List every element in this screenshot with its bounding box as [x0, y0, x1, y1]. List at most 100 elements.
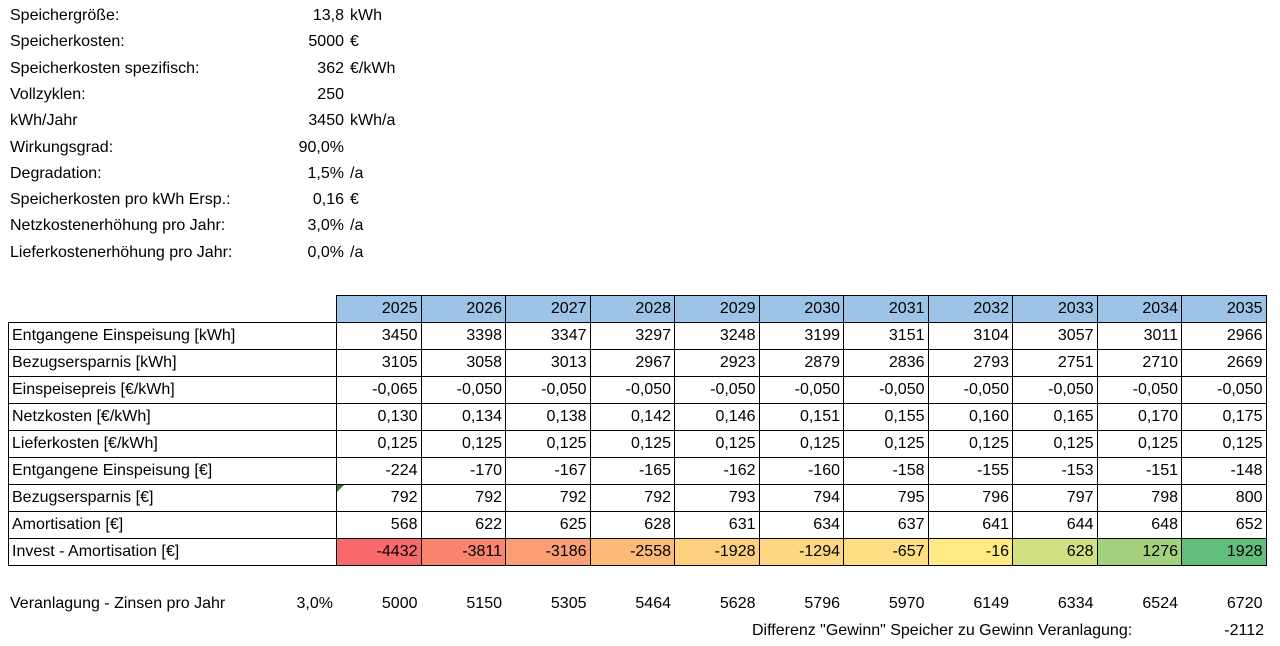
- table-cell: -2558: [589, 538, 675, 566]
- table-cell: 795: [843, 484, 929, 512]
- table-cell: 0,130: [336, 403, 422, 431]
- table-cell: 568: [336, 511, 422, 539]
- parameter-value: 1,5%: [307, 164, 344, 182]
- table-cell: 2751: [1012, 349, 1098, 377]
- row-label: Entgangene Einspeisung [€]: [8, 457, 337, 485]
- table-cell: 0,165: [1012, 403, 1098, 431]
- table-row: Amortisation [€] 568 622 625 628 631 634 637 641…: [8, 511, 1267, 539]
- table-cell: 644: [1012, 511, 1098, 539]
- parameter-unit: /a: [350, 243, 364, 261]
- table-cell: 628: [589, 511, 675, 539]
- cell-comment-marker: [337, 485, 344, 492]
- table-cell: 2967: [589, 349, 675, 377]
- parameter-value: 0,16: [312, 191, 344, 209]
- table-cell: 0,125: [843, 430, 929, 458]
- year-header: 2035: [1181, 295, 1267, 323]
- table-row: Lieferkosten [€/kWh] 0,125 0,125 0,125 0,125…: [8, 430, 1267, 458]
- year-header: 2028: [589, 295, 675, 323]
- table-cell: -160: [758, 457, 844, 485]
- table-cell: -165: [589, 457, 675, 485]
- table-cell: 797: [1012, 484, 1098, 512]
- year-header: 2034: [1096, 295, 1182, 323]
- row-label: Bezugsersparnis [kWh]: [8, 349, 337, 377]
- table-cell: 792: [420, 484, 506, 512]
- table-cell: 3057: [1012, 322, 1098, 350]
- year-header: 2032: [927, 295, 1013, 323]
- table-cell: 2966: [1181, 322, 1267, 350]
- table-cell: -0,050: [589, 376, 675, 404]
- table-cell: 1928: [1181, 538, 1267, 566]
- row-label: Lieferkosten [€/kWh]: [8, 430, 337, 458]
- table-cell: 0,170: [1096, 403, 1182, 431]
- parameter-value: 362: [317, 59, 344, 77]
- table-cell: 796: [927, 484, 1013, 512]
- table-cell: 622: [420, 511, 506, 539]
- table-cell: -0,050: [505, 376, 591, 404]
- table-cell: 0,125: [420, 430, 506, 458]
- parameter-label: Wirkungsgrad:: [10, 138, 114, 156]
- table-cell: 0,125: [336, 430, 422, 458]
- table-cell: 0,125: [505, 430, 591, 458]
- table-cell: 792: [589, 484, 675, 512]
- table-cell: -0,050: [1181, 376, 1267, 404]
- row-label: Netzkosten [€/kWh]: [8, 403, 337, 431]
- table-cell: -162: [674, 457, 760, 485]
- table-row: Bezugsersparnis [€] 792 792 792 792 793 794 795…: [8, 484, 1267, 512]
- difference-label: Differenz "Gewinn" Speicher zu Gewinn Ve…: [752, 622, 1133, 639]
- table-cell: 2836: [843, 349, 929, 377]
- veranlagung-value: 6149: [973, 595, 1009, 612]
- table-cell: 0,142: [589, 403, 675, 431]
- year-header: 2029: [674, 295, 760, 323]
- year-header: 2027: [505, 295, 591, 323]
- table-cell: 3398: [420, 322, 506, 350]
- parameter-value: 3,0%: [307, 217, 344, 235]
- table-cell: 792: [336, 484, 422, 512]
- table-cell: 0,125: [927, 430, 1013, 458]
- veranlagung-value: 5000: [381, 595, 418, 612]
- table-cell: -0,050: [843, 376, 929, 404]
- parameter-unit: €: [350, 33, 359, 51]
- row-label: Entgangene Einspeisung [kWh]: [8, 322, 337, 350]
- header-corner: [8, 295, 337, 323]
- table-cell: 0,151: [758, 403, 844, 431]
- year-header: 2026: [420, 295, 506, 323]
- parameter-label: kWh/Jahr: [10, 112, 78, 130]
- table-cell: 652: [1181, 511, 1267, 539]
- parameter-value: 90,0%: [298, 138, 344, 156]
- amortisation-table: 2025 2026 2027 2028 2029 2030 2031 2032 2033 2034…: [8, 295, 1267, 566]
- year-header-row: 2025 2026 2027 2028 2029 2030 2031 2032 2033 2034…: [8, 295, 1267, 323]
- parameter-value: 13,8: [312, 7, 344, 24]
- veranlagung-value: 5970: [888, 595, 925, 612]
- table-cell: -0,050: [1096, 376, 1182, 404]
- table-cell: 3105: [336, 349, 422, 377]
- table-cell: -167: [505, 457, 591, 485]
- table-cell: 648: [1096, 511, 1182, 539]
- year-header: 2025: [336, 295, 422, 323]
- parameter-label: Speicherkosten spezifisch:: [10, 59, 200, 77]
- veranlagung-rate: 3,0%: [296, 595, 333, 612]
- table-cell: 800: [1181, 484, 1267, 512]
- year-header: 2033: [1012, 295, 1098, 323]
- table-cell: -0,050: [420, 376, 506, 404]
- table-cell: -153: [1012, 457, 1098, 485]
- table-cell: -1294: [758, 538, 844, 566]
- table-cell: 0,138: [505, 403, 591, 431]
- table-row: Einspeisepreis [€/kWh] -0,065 -0,050 -0,050…: [8, 376, 1267, 404]
- table-cell: 0,175: [1181, 403, 1267, 431]
- table-cell: -16: [927, 538, 1013, 566]
- table-cell: -0,050: [674, 376, 760, 404]
- parameter-label: Speichergröße:: [10, 7, 120, 24]
- table-cell: 0,125: [1012, 430, 1098, 458]
- table-cell: 0,125: [1096, 430, 1182, 458]
- table-cell: -3186: [505, 538, 591, 566]
- veranlagung-value: 5796: [804, 595, 840, 612]
- table-cell: 3450: [336, 322, 422, 350]
- table-cell: 2793: [927, 349, 1013, 377]
- table-cell: -158: [843, 457, 929, 485]
- table-cell: 3199: [758, 322, 844, 350]
- veranlagung-value: 6720: [1226, 595, 1263, 612]
- table-row: Entgangene Einspeisung [€] -224 -170 -167 -1…: [8, 457, 1267, 485]
- parameter-label: Speicherkosten pro kWh Ersp.:: [10, 191, 231, 209]
- table-cell: -224: [336, 457, 422, 485]
- table-cell: 0,125: [674, 430, 760, 458]
